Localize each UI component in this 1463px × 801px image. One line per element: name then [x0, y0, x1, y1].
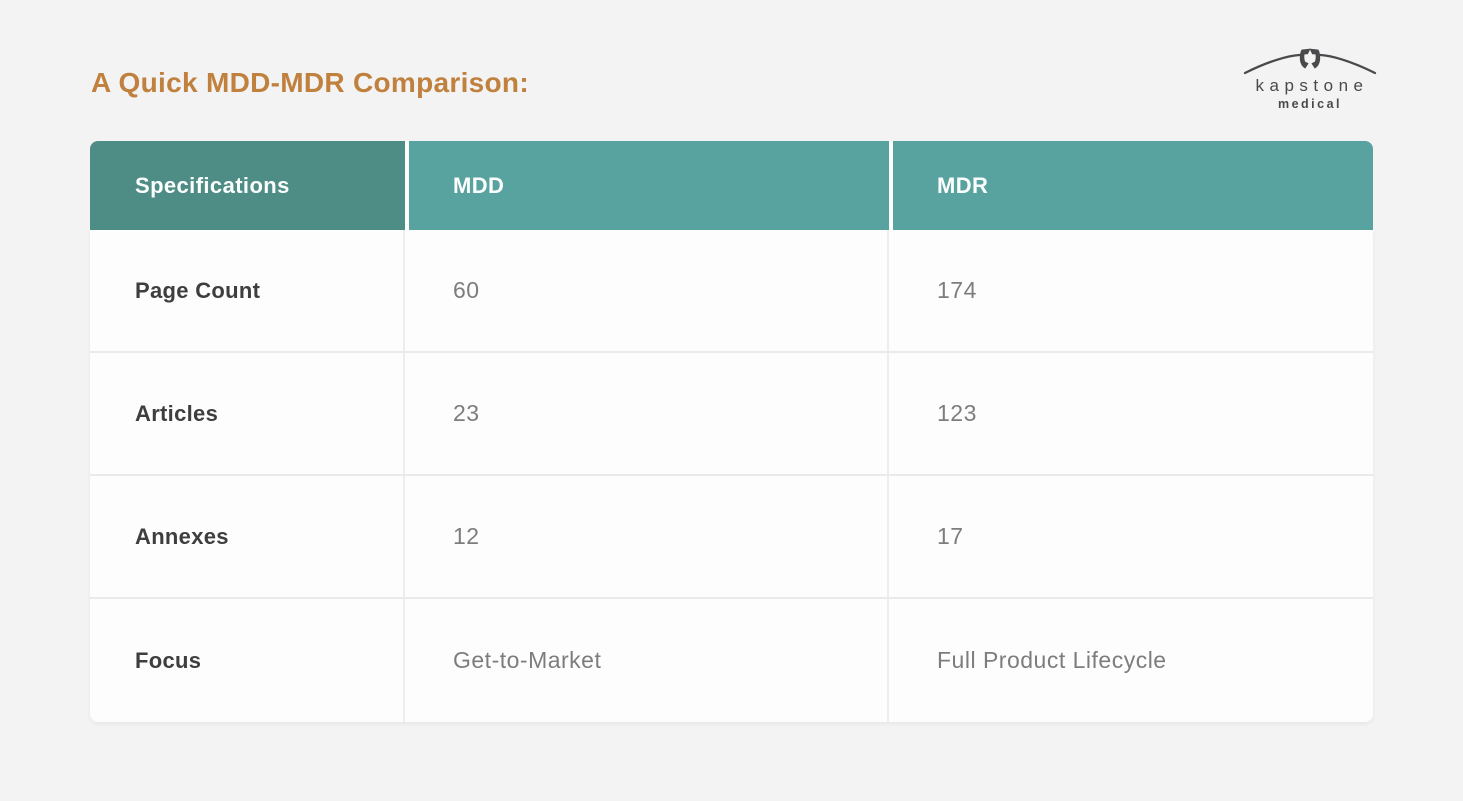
- mdd-value: 12: [405, 476, 889, 597]
- logo-brand-text: kapstone: [1255, 76, 1369, 95]
- mdr-value: 174: [937, 277, 977, 303]
- column-header-mdd: MDD: [405, 141, 889, 230]
- row-label: Page Count: [90, 230, 405, 351]
- row-label: Annexes: [90, 476, 405, 597]
- mdr-value: 123: [937, 400, 977, 426]
- kapstone-keystone-arc-icon: [1243, 48, 1377, 75]
- mdr-value: Full Product Lifecycle: [937, 647, 1167, 673]
- column-header-specifications: Specifications: [90, 141, 405, 230]
- row-label: Focus: [90, 599, 405, 722]
- page-title: A Quick MDD-MDR Comparison:: [91, 67, 529, 98]
- table-row-focus: Focus Get-to-Market Full Product Lifecyc…: [90, 599, 1373, 722]
- kapstone-logo: kapstone medical: [1243, 48, 1377, 111]
- column-header-mdr: MDR: [889, 141, 1373, 230]
- table-row-page-count: Page Count 60 174: [90, 230, 1373, 353]
- table-row-annexes: Annexes 12 17: [90, 476, 1373, 599]
- table-body: Page Count 60 174 Articles 23 123 Annexe…: [90, 230, 1373, 722]
- comparison-table: Specifications MDD MDR Page Count 60 174…: [90, 141, 1373, 722]
- logo-sub-text: medical: [1277, 97, 1343, 111]
- mdd-value: 23: [405, 353, 889, 474]
- row-label: Articles: [90, 353, 405, 474]
- mdd-value: 60: [405, 230, 889, 351]
- mdd-value: Get-to-Market: [405, 599, 889, 722]
- table-row-articles: Articles 23 123: [90, 353, 1373, 476]
- mdr-value: 17: [937, 523, 964, 549]
- table-header-row: Specifications MDD MDR: [90, 141, 1373, 230]
